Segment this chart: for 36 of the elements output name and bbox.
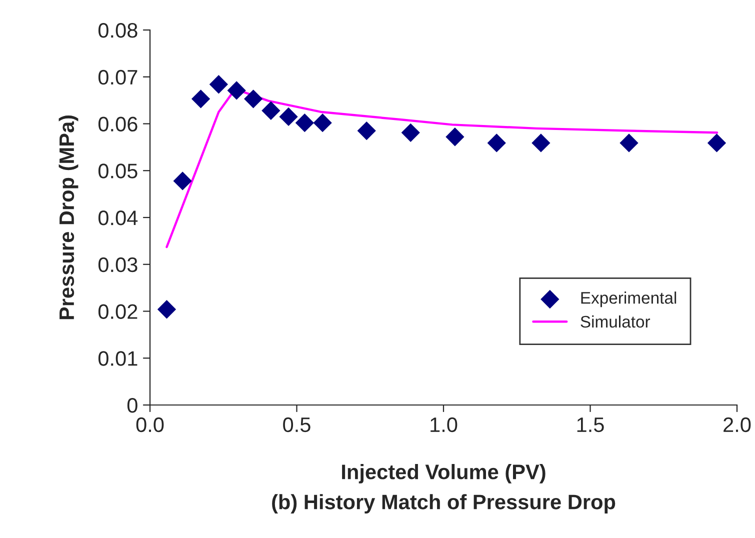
point bbox=[487, 134, 506, 152]
point bbox=[295, 113, 314, 132]
x-tick-label: 1.0 bbox=[430, 417, 458, 432]
point bbox=[401, 123, 420, 142]
point bbox=[620, 134, 638, 152]
y-tick-label: 0.04 bbox=[98, 210, 138, 226]
y-tick-label: 0.03 bbox=[98, 257, 138, 272]
point bbox=[157, 300, 176, 319]
point bbox=[262, 101, 280, 120]
x-axis-title: Injected Volume (PV) bbox=[342, 464, 546, 484]
point bbox=[244, 90, 263, 108]
point bbox=[279, 107, 298, 126]
x-tick-label: 2.0 bbox=[724, 417, 751, 432]
point bbox=[357, 121, 376, 140]
y-tick-label: 0.06 bbox=[98, 116, 138, 132]
y-axis-title: Pressure Drop (MPa) bbox=[58, 115, 78, 320]
point bbox=[313, 113, 332, 132]
point bbox=[191, 90, 210, 108]
x-tick-label: 0.5 bbox=[283, 417, 310, 432]
x-tick-label: 1.5 bbox=[577, 418, 604, 432]
point bbox=[227, 81, 246, 100]
y-tick-label: 0.02 bbox=[98, 304, 138, 320]
legend-label: Simulator bbox=[580, 315, 650, 328]
point bbox=[707, 134, 726, 152]
point bbox=[532, 134, 550, 152]
text: (b) History Match of Pressure Drop bbox=[272, 494, 616, 514]
y-tick-label: 0.08 bbox=[98, 23, 138, 38]
legend-label: Experimental bbox=[581, 292, 676, 308]
y-tick-label: 0.07 bbox=[98, 70, 138, 85]
y-tick-label: 0.01 bbox=[98, 351, 138, 366]
point bbox=[446, 128, 464, 146]
point bbox=[209, 75, 228, 94]
y-tick-label: 0.05 bbox=[98, 164, 138, 178]
y-tick-label: 0 bbox=[127, 398, 138, 413]
x-tick-label: 0.0 bbox=[136, 417, 164, 432]
point bbox=[173, 172, 192, 190]
